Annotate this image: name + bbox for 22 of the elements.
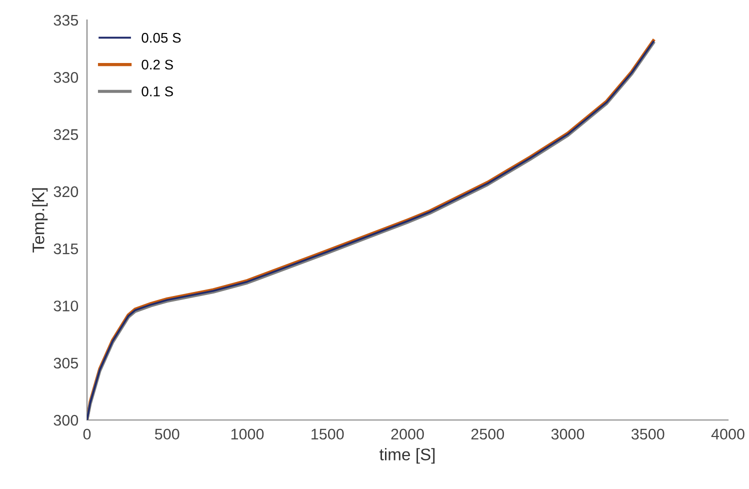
y-axis-title: Temp.[K] (32, 188, 48, 252)
x-axis-title: time [S] (380, 448, 435, 464)
y-tick-label: 310 (54, 300, 78, 312)
y-tick-label: 325 (54, 129, 78, 140)
x-tick-label: 3000 (551, 428, 584, 440)
x-tick-label: 500 (154, 428, 180, 440)
y-tick-label: 300 (54, 414, 78, 426)
legend-label: 0.2 S (142, 60, 173, 70)
legend-label: 0.05 S (142, 32, 181, 43)
x-tick-label: 3500 (631, 428, 664, 440)
x-tick-label: 1000 (231, 428, 264, 440)
y-tick-label: 330 (54, 72, 78, 83)
x-tick-label: 2000 (391, 428, 424, 440)
x-tick-label: 2500 (471, 428, 504, 440)
y-tick-label: 335 (54, 14, 78, 26)
y-tick-label: 305 (54, 358, 78, 369)
y-tick-label: 320 (54, 186, 78, 198)
x-tick-label: 4000 (711, 428, 744, 440)
x-tick-label: 0 (83, 428, 91, 440)
y-tick-label: 315 (54, 243, 78, 254)
x-tick-label: 1500 (312, 428, 344, 440)
legend-label: 0.1 S (142, 86, 173, 96)
